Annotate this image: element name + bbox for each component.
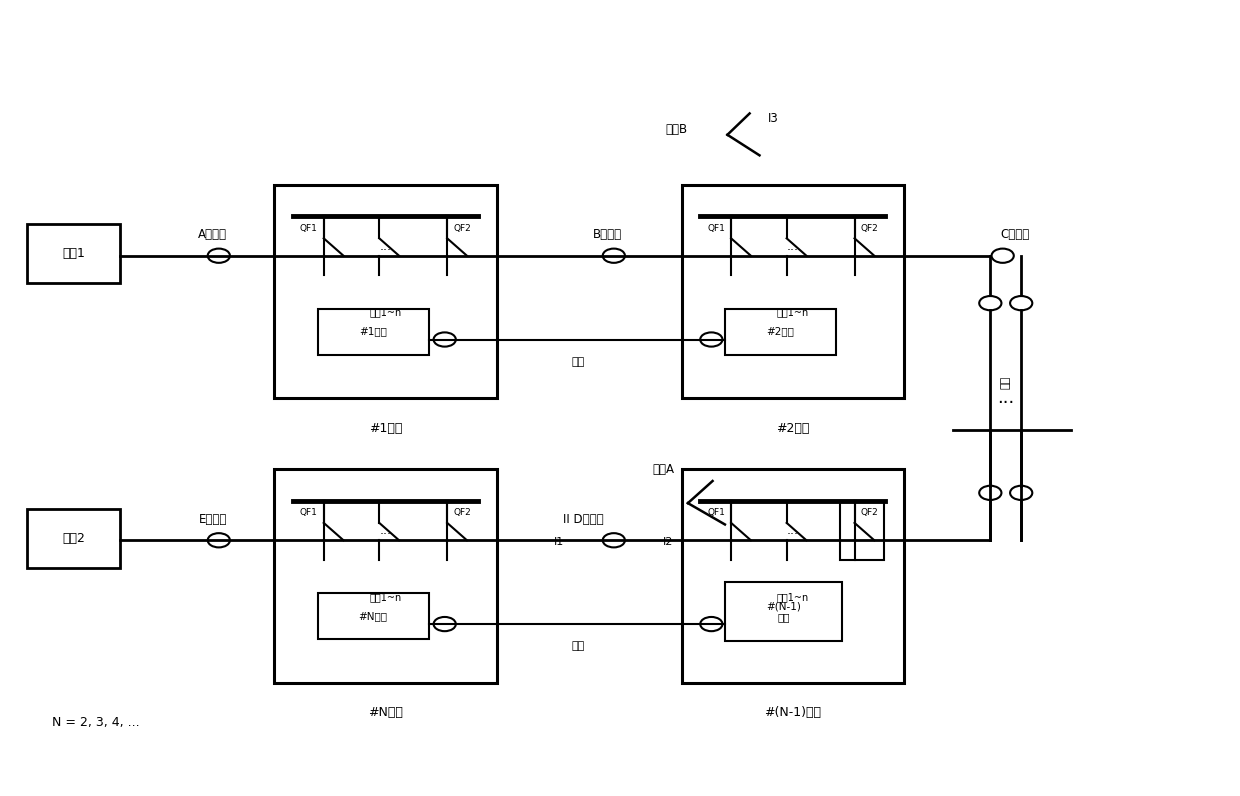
Text: #1终端: #1终端 — [360, 326, 387, 337]
Text: QF2: QF2 — [454, 224, 471, 232]
Text: ...: ... — [379, 240, 392, 253]
Text: B段线路: B段线路 — [593, 228, 622, 241]
Text: #(N-1)
终端: #(N-1) 终端 — [766, 601, 801, 622]
Text: #2节点: #2节点 — [776, 422, 810, 435]
Bar — [682, 469, 904, 682]
Text: 光缆: 光缆 — [572, 357, 584, 367]
Text: 故障A: 故障A — [652, 462, 675, 476]
Text: #1节点: #1节点 — [368, 422, 402, 435]
Bar — [27, 224, 120, 283]
Text: I1: I1 — [554, 537, 564, 547]
Text: ...: ... — [997, 389, 1014, 407]
Bar — [274, 185, 496, 398]
Text: 光缆: 光缆 — [1001, 376, 1011, 388]
Text: 进线2: 进线2 — [62, 532, 86, 544]
Text: QF2: QF2 — [861, 224, 878, 232]
Text: 母线1~n: 母线1~n — [370, 307, 402, 318]
Text: QF1: QF1 — [707, 224, 725, 232]
Text: 出线1~n: 出线1~n — [776, 307, 808, 318]
Text: 故障B: 故障B — [666, 123, 688, 136]
Text: #(N-1)节点: #(N-1)节点 — [764, 706, 821, 719]
Text: QF1: QF1 — [300, 508, 317, 517]
Text: ...: ... — [787, 240, 799, 253]
Bar — [317, 593, 429, 639]
Text: I3: I3 — [768, 112, 779, 126]
Bar — [725, 309, 836, 354]
Text: C段线路: C段线路 — [1001, 228, 1029, 241]
Text: I2: I2 — [663, 537, 673, 547]
Text: ...: ... — [379, 525, 392, 537]
Text: II D段线路: II D段线路 — [563, 513, 604, 526]
Text: ...: ... — [787, 525, 799, 537]
Bar — [274, 469, 496, 682]
Text: QF2: QF2 — [861, 508, 878, 517]
Text: N = 2, 3, 4, ...: N = 2, 3, 4, ... — [52, 716, 140, 728]
Text: QF1: QF1 — [707, 508, 725, 517]
Text: #N终端: #N终端 — [358, 611, 388, 621]
Text: #2终端: #2终端 — [766, 326, 795, 337]
Text: QF2: QF2 — [454, 508, 471, 517]
Text: E段线路: E段线路 — [198, 513, 227, 526]
Text: #N节点: #N节点 — [368, 706, 403, 719]
Text: 进线1: 进线1 — [62, 248, 86, 260]
Text: QF1: QF1 — [300, 224, 317, 232]
Bar — [27, 509, 120, 568]
Bar — [725, 582, 842, 642]
Bar — [682, 185, 904, 398]
Bar — [839, 501, 884, 560]
Text: 母线1~n: 母线1~n — [370, 592, 402, 603]
Bar — [317, 309, 429, 354]
Text: A段线路: A段线路 — [198, 228, 227, 241]
Text: 光缆: 光缆 — [572, 642, 584, 651]
Text: 出线1~n: 出线1~n — [776, 592, 808, 603]
